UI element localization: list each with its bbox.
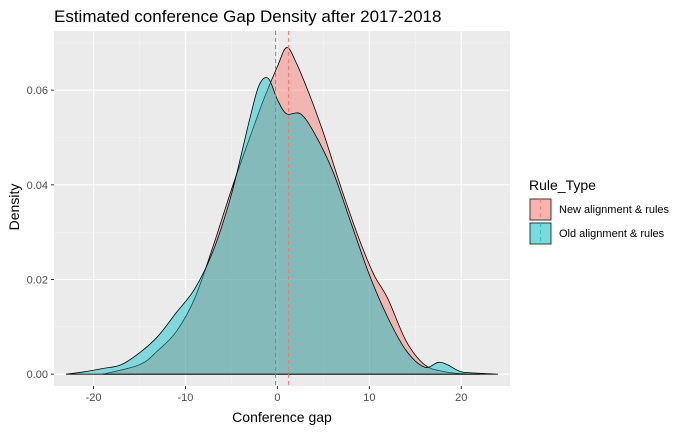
x-tick-label: -10 — [178, 392, 194, 404]
x-tick-label: 20 — [455, 392, 467, 404]
chart-title: Estimated conference Gap Density after 2… — [54, 7, 441, 26]
legend-label-old: Old alignment & rules — [559, 228, 665, 240]
x-tick-label: 0 — [274, 392, 280, 404]
x-tick-label: 10 — [363, 392, 375, 404]
y-tick-label: 0.02 — [27, 275, 48, 287]
y-axis-title: Density — [6, 184, 22, 231]
y-tick-label: 0.04 — [27, 180, 48, 192]
y-tick-label: 0.00 — [27, 369, 48, 381]
legend-title: Rule_Type — [529, 177, 596, 193]
y-tick-label: 0.06 — [27, 85, 48, 97]
x-axis-title: Conference gap — [232, 409, 332, 425]
x-tick-label: -20 — [86, 392, 102, 404]
legend-label-new: New alignment & rules — [559, 204, 670, 216]
